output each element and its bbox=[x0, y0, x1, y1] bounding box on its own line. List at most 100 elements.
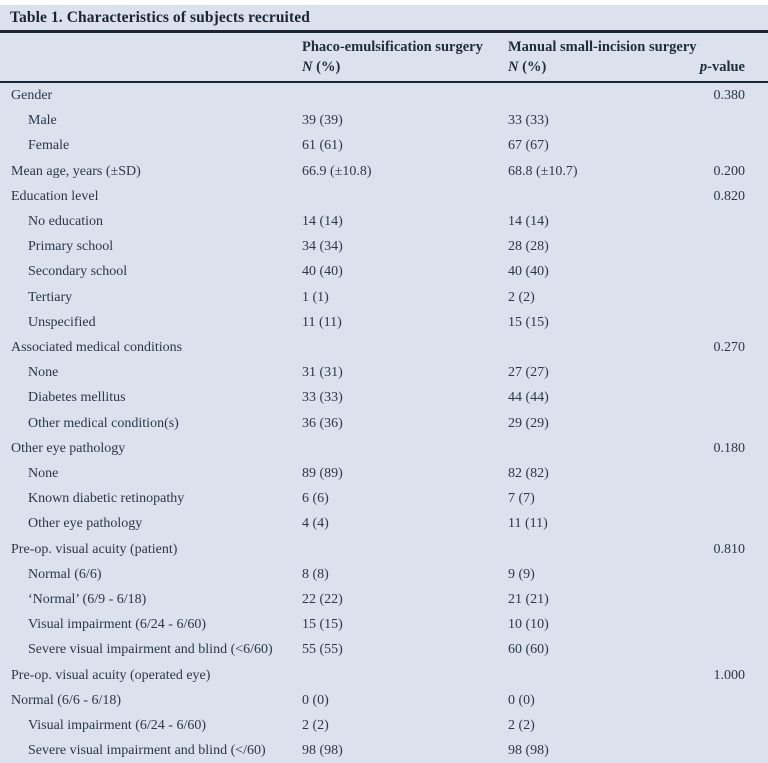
phaco-value: 66.9 (±10.8) bbox=[302, 163, 372, 179]
table-row: ‘Normal’ (6/9 - 6/18) 22 (22) 21 (21) bbox=[0, 587, 768, 612]
row-label: No education bbox=[28, 214, 104, 230]
msics-value bbox=[508, 436, 690, 461]
header-p-rest: -value bbox=[707, 59, 745, 75]
msics-value: 44 (44) bbox=[508, 390, 549, 406]
table-row: Severe visual impairment and blind (<6/6… bbox=[0, 637, 768, 662]
table-row: Unspecified 11 (11) 15 (15) bbox=[0, 310, 768, 335]
table-figure: Table 1. Characteristics of subjects rec… bbox=[0, 5, 768, 763]
p-value bbox=[690, 637, 768, 662]
msics-value: 27 (27) bbox=[508, 365, 549, 381]
phaco-value: 36 (36) bbox=[302, 415, 343, 431]
table-row: Visual impairment (6/24 - 6/60) 15 (15) 10… bbox=[0, 612, 768, 637]
p-value bbox=[690, 511, 768, 536]
table-row: Tertiary 1 (1) 2 (2) bbox=[0, 285, 768, 310]
table-row: Other eye pathology 4 (4) 11 (11) bbox=[0, 511, 768, 536]
phaco-value: 61 (61) bbox=[302, 138, 343, 154]
header-phaco-surgery: Phaco-emulsification surgery N (%) bbox=[302, 33, 508, 83]
row-label: Primary school bbox=[28, 239, 114, 255]
table-row: No education 14 (14) 14 (14) bbox=[0, 209, 768, 234]
table-row: None 31 (31) 27 (27) bbox=[0, 360, 768, 385]
header-row: Phaco-emulsification surgery N (%) Manua… bbox=[0, 33, 768, 83]
phaco-value: 15 (15) bbox=[302, 617, 343, 633]
header-phaco-n: N bbox=[302, 59, 313, 75]
p-value bbox=[690, 411, 768, 436]
msics-value: 40 (40) bbox=[508, 264, 549, 280]
row-label: Associated medical conditions bbox=[11, 340, 183, 356]
p-value bbox=[690, 108, 768, 133]
row-label: Other eye pathology bbox=[28, 516, 143, 532]
row-label: Female bbox=[28, 138, 70, 154]
header-phaco-pct: (%) bbox=[312, 59, 341, 75]
table-row: None 89 (89) 82 (82) bbox=[0, 461, 768, 486]
p-value bbox=[690, 486, 768, 511]
phaco-value: 31 (31) bbox=[302, 365, 343, 381]
table-row: Associated medical conditions 0.270 bbox=[0, 335, 768, 360]
row-label: Mean age, years (±SD) bbox=[11, 163, 141, 179]
table-row: Mean age, years (±SD) 66.9 (±10.8) 68.8 (±… bbox=[0, 159, 768, 184]
header-row-label bbox=[0, 33, 302, 83]
p-value: 0.270 bbox=[713, 340, 746, 356]
p-value bbox=[690, 234, 768, 259]
p-value bbox=[690, 385, 768, 410]
p-value bbox=[690, 562, 768, 587]
msics-value bbox=[508, 335, 690, 360]
p-value: 0.180 bbox=[713, 440, 746, 456]
phaco-value: 40 (40) bbox=[302, 264, 343, 280]
p-value: 0.820 bbox=[713, 188, 746, 204]
row-label: Normal (6/6) bbox=[28, 566, 102, 582]
p-value bbox=[690, 209, 768, 234]
phaco-value bbox=[302, 184, 508, 209]
msics-value: 28 (28) bbox=[508, 239, 549, 255]
table-row: Gender 0.380 bbox=[0, 82, 768, 108]
row-label: Pre-op. visual acuity (patient) bbox=[11, 541, 178, 557]
header-phaco-title: Phaco-emulsification surgery bbox=[302, 39, 483, 55]
msics-value: 15 (15) bbox=[508, 314, 549, 330]
row-label: Known diabetic retinopathy bbox=[28, 491, 185, 507]
msics-value: 2 (2) bbox=[508, 718, 535, 734]
table-row: Secondary school 40 (40) 40 (40) bbox=[0, 259, 768, 284]
table-row: Normal (6/6 - 6/18) 0 (0) 0 (0) bbox=[0, 688, 768, 713]
msics-value bbox=[508, 537, 690, 562]
p-value bbox=[690, 461, 768, 486]
phaco-value: 39 (39) bbox=[302, 113, 343, 129]
phaco-value: 55 (55) bbox=[302, 642, 343, 658]
p-value bbox=[690, 310, 768, 335]
row-label: Normal (6/6 - 6/18) bbox=[11, 692, 122, 708]
row-label: Severe visual impairment and blind (<6/6… bbox=[28, 642, 273, 658]
table-row: Female 61 (61) 67 (67) bbox=[0, 133, 768, 158]
msics-value: 10 (10) bbox=[508, 617, 549, 633]
p-value: 0.810 bbox=[713, 541, 746, 557]
phaco-value: 8 (8) bbox=[302, 566, 329, 582]
p-value bbox=[690, 713, 768, 738]
table-row: Other eye pathology 0.180 bbox=[0, 436, 768, 461]
table-row: Diabetes mellitus 33 (33) 44 (44) bbox=[0, 385, 768, 410]
row-label: Other eye pathology bbox=[11, 440, 126, 456]
row-label: Secondary school bbox=[28, 264, 128, 280]
row-label: Unspecified bbox=[28, 314, 96, 330]
header-msics-title: Manual small-incision surgery bbox=[508, 39, 697, 55]
msics-value: 67 (67) bbox=[508, 138, 549, 154]
msics-value: 98 (98) bbox=[508, 738, 690, 763]
phaco-value: 6 (6) bbox=[302, 491, 329, 507]
row-label: Severe visual impairment and blind (</60… bbox=[0, 738, 302, 763]
msics-value: 0 (0) bbox=[508, 692, 535, 708]
phaco-value: 1 (1) bbox=[302, 289, 329, 305]
msics-value: 82 (82) bbox=[508, 466, 549, 482]
header-msics-sub: N (%) bbox=[508, 58, 690, 76]
characteristics-table: Phaco-emulsification surgery N (%) Manua… bbox=[0, 33, 768, 763]
p-value bbox=[690, 688, 768, 713]
phaco-value bbox=[302, 537, 508, 562]
msics-value bbox=[508, 82, 690, 108]
phaco-value: 14 (14) bbox=[302, 214, 343, 230]
p-value bbox=[690, 285, 768, 310]
table-row: Male 39 (39) 33 (33) bbox=[0, 108, 768, 133]
phaco-value: 34 (34) bbox=[302, 239, 343, 255]
header-msics-surgery: Manual small-incision surgery N (%) bbox=[508, 33, 697, 83]
p-value bbox=[690, 738, 768, 763]
header-p-value: p-value bbox=[690, 33, 768, 83]
phaco-value: 11 (11) bbox=[302, 314, 342, 330]
msics-value: 21 (21) bbox=[508, 592, 549, 608]
phaco-value: 89 (89) bbox=[302, 466, 343, 482]
table-row: Normal (6/6) 8 (8) 9 (9) bbox=[0, 562, 768, 587]
phaco-value: 2 (2) bbox=[302, 718, 329, 734]
